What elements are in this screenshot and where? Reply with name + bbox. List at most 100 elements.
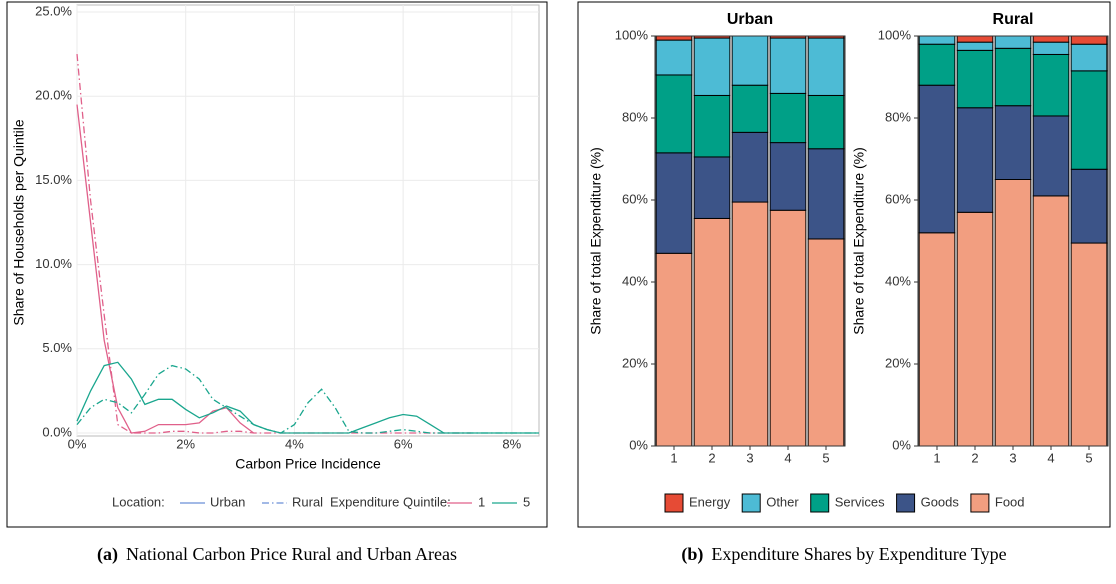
y-tick-label: 10.0% xyxy=(35,256,72,271)
panel-frame xyxy=(577,1,1111,528)
bar-segment xyxy=(655,252,693,447)
legend-key xyxy=(970,493,990,513)
bar-segment xyxy=(655,152,693,254)
y-tick-label: 20% xyxy=(885,355,911,370)
x-tick-label: 8% xyxy=(502,436,521,451)
bar-segment xyxy=(1032,53,1070,117)
bar-segment xyxy=(655,39,693,76)
caption: (b) Expenditure Shares by Expenditure Typ… xyxy=(681,544,1006,565)
bar-segment xyxy=(693,217,731,447)
bar-segment xyxy=(1032,35,1070,43)
line-series xyxy=(76,104,254,434)
y-axis-title: Share of total Expenditure (%) xyxy=(588,147,604,335)
bar-segment xyxy=(918,43,956,86)
bar-segment xyxy=(1032,115,1070,197)
bar-segment xyxy=(956,107,994,213)
legend-label: Rural xyxy=(292,494,323,509)
bar-segment xyxy=(807,37,845,96)
bar-segment xyxy=(918,35,956,45)
bar-segment xyxy=(956,211,994,447)
bar-segment xyxy=(731,35,769,86)
line-series xyxy=(76,361,539,434)
y-axis-title: Share of total Expenditure (%) xyxy=(851,147,867,335)
bar-segment xyxy=(994,47,1032,107)
y-tick-label: 20.0% xyxy=(35,88,72,103)
legend-label: 1 xyxy=(478,494,485,509)
panel-frame xyxy=(6,1,548,528)
legend-label: 5 xyxy=(523,494,530,509)
x-tick-label: 2 xyxy=(708,450,715,465)
bar-segment xyxy=(1032,41,1070,55)
x-tick-label: 1 xyxy=(933,450,940,465)
plot-border xyxy=(654,35,846,447)
y-tick-label: 60% xyxy=(885,191,911,206)
x-tick-label: 1 xyxy=(670,450,677,465)
y-axis-title: Share of Households per Quintile xyxy=(11,119,27,325)
bar-segment xyxy=(731,131,769,203)
bar-segment xyxy=(769,209,807,447)
panel-title: Rural xyxy=(993,11,1034,28)
bar-segment xyxy=(731,201,769,447)
bar-segment xyxy=(807,148,845,240)
legend-title: Location: xyxy=(112,494,165,509)
caption-text: National Carbon Price Rural and Urban Ar… xyxy=(126,544,457,564)
bar-segment xyxy=(918,232,956,447)
bar-segment xyxy=(693,156,731,219)
bar-segment xyxy=(918,84,956,234)
line-series xyxy=(76,54,472,434)
panel-title: Urban xyxy=(727,11,773,28)
x-tick-label: 4 xyxy=(784,450,791,465)
bar-segment xyxy=(693,37,731,96)
y-tick-label: 100% xyxy=(615,27,649,42)
y-tick-label: 15.0% xyxy=(35,172,72,187)
bar-segment xyxy=(807,94,845,150)
legend-label: Services xyxy=(835,494,885,509)
x-tick-label: 0% xyxy=(68,436,87,451)
legend-label: Food xyxy=(995,494,1025,509)
x-tick-label: 3 xyxy=(1009,450,1016,465)
bar-segment xyxy=(1070,242,1108,447)
x-tick-label: 2 xyxy=(971,450,978,465)
bar-segment xyxy=(655,74,693,154)
caption-text: Expenditure Shares by Expenditure Type xyxy=(711,544,1006,564)
bar-segment xyxy=(994,179,1032,447)
legend-key xyxy=(741,493,761,513)
x-tick-label: 5 xyxy=(1085,450,1092,465)
bar-segment xyxy=(956,41,994,51)
bar-segment xyxy=(731,84,769,133)
bar-segment xyxy=(994,105,1032,180)
y-tick-label: 0% xyxy=(629,437,648,452)
caption-label: (a) xyxy=(97,544,118,565)
y-tick-label: 80% xyxy=(885,109,911,124)
caption: (a) National Carbon Price Rural and Urban… xyxy=(97,544,457,565)
y-tick-label: 0% xyxy=(892,437,911,452)
x-tick-label: 4% xyxy=(285,436,304,451)
bar-segment xyxy=(1070,35,1108,45)
y-tick-label: 100% xyxy=(878,27,912,42)
bar-segment xyxy=(956,49,994,109)
bar-segment xyxy=(956,35,994,43)
bar-segment xyxy=(807,238,845,447)
bar-segment xyxy=(1032,195,1070,447)
legend-key xyxy=(664,493,684,513)
legend-key xyxy=(810,493,830,513)
y-tick-label: 80% xyxy=(622,109,648,124)
caption-label: (b) xyxy=(681,544,703,565)
x-tick-label: 5 xyxy=(822,450,829,465)
bar-segment xyxy=(994,35,1032,49)
x-tick-label: 4 xyxy=(1047,450,1054,465)
y-tick-label: 0.0% xyxy=(42,424,72,439)
plot-border xyxy=(76,4,540,437)
y-tick-label: 40% xyxy=(885,273,911,288)
bar-segment xyxy=(1070,43,1108,72)
legend-label: Goods xyxy=(921,494,960,509)
legend-label: Other xyxy=(766,494,799,509)
x-tick-label: 6% xyxy=(394,436,413,451)
x-tick-label: 2% xyxy=(176,436,195,451)
y-tick-label: 60% xyxy=(622,191,648,206)
x-axis-title: Carbon Price Incidence xyxy=(235,456,381,472)
line-series xyxy=(76,364,539,434)
bar-segment xyxy=(769,92,807,144)
